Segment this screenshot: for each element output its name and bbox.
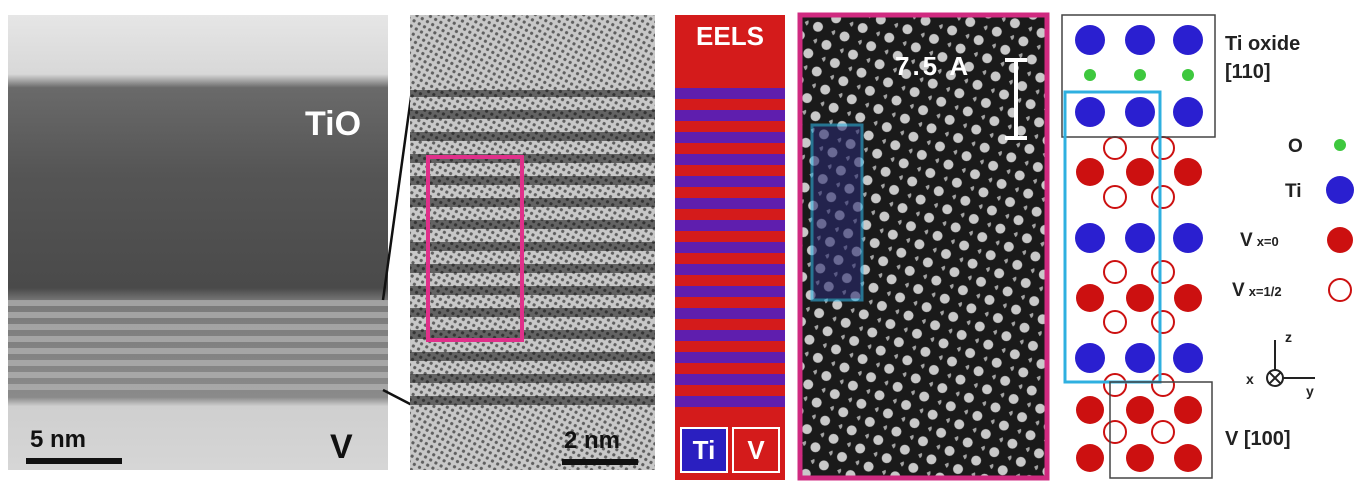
axes-icon <box>1267 340 1315 386</box>
overview-stripes <box>8 300 388 390</box>
atom <box>1126 444 1154 472</box>
atom <box>1104 261 1126 283</box>
atom <box>1152 421 1174 443</box>
atom <box>1126 396 1154 424</box>
model-label: [110] <box>1225 61 1271 83</box>
atom <box>1174 444 1202 472</box>
atom <box>1075 343 1105 373</box>
atom <box>1174 284 1202 312</box>
legend-label: Ti <box>693 435 716 465</box>
atom <box>1173 25 1203 55</box>
legend-label: Ti <box>1285 181 1302 202</box>
atom <box>1104 186 1126 208</box>
atom <box>1125 97 1155 127</box>
axis-label: y <box>1306 383 1314 399</box>
atom <box>1084 69 1096 81</box>
atom <box>1125 343 1155 373</box>
layer-label: TiO <box>305 105 361 143</box>
atom <box>1173 97 1203 127</box>
model-label: Ti oxide <box>1225 33 1300 55</box>
atom <box>1152 311 1174 333</box>
eels-title: EELS <box>696 21 764 51</box>
substrate-label: V <box>330 428 353 466</box>
overview-image <box>8 15 388 470</box>
atom <box>1174 158 1202 186</box>
atom <box>1104 311 1126 333</box>
atom <box>1104 421 1126 443</box>
atom <box>1126 284 1154 312</box>
atom <box>1075 25 1105 55</box>
atom <box>1125 25 1155 55</box>
atom <box>1076 396 1104 424</box>
atom <box>1174 396 1202 424</box>
atom <box>1126 158 1154 186</box>
figure: TiO 5 nm V 2 nm EELS Ti V 7.5 A Ti oxide… <box>0 0 1363 481</box>
atom <box>1076 158 1104 186</box>
hrtem-bands <box>410 90 655 410</box>
atom <box>1104 137 1126 159</box>
scale-bar-label: 2 nm <box>564 427 620 454</box>
eels-stripes <box>675 85 785 415</box>
legend-label: V <box>1240 230 1253 251</box>
atom <box>1152 374 1174 396</box>
axis-label: z <box>1285 329 1292 345</box>
legend-marker <box>1326 176 1354 204</box>
atom <box>1125 223 1155 253</box>
atom <box>1173 343 1203 373</box>
axis-label: x <box>1246 371 1254 387</box>
legend-label: V <box>1232 280 1245 301</box>
legend-subscript: x=0 <box>1257 234 1279 249</box>
atom <box>1104 374 1126 396</box>
atom <box>1134 69 1146 81</box>
legend-marker <box>1329 279 1351 301</box>
legend-marker <box>1327 227 1353 253</box>
atom <box>1076 444 1104 472</box>
eels-overlay-box <box>812 125 862 300</box>
atom <box>1075 223 1105 253</box>
scale-bar-label: 7.5 A <box>895 51 971 81</box>
legend-marker <box>1334 139 1346 151</box>
scale-bar <box>562 459 638 465</box>
scale-bar <box>26 458 122 464</box>
model-label: V [100] <box>1225 428 1291 450</box>
scale-bar-label: 5 nm <box>30 426 86 453</box>
atom <box>1152 137 1174 159</box>
atom <box>1152 261 1174 283</box>
atom <box>1182 69 1194 81</box>
legend-label: V <box>747 435 765 465</box>
atom <box>1075 97 1105 127</box>
legend-label: O <box>1288 136 1303 157</box>
atom <box>1076 284 1104 312</box>
atom <box>1152 186 1174 208</box>
atom <box>1173 223 1203 253</box>
legend-subscript: x=1/2 <box>1249 284 1282 299</box>
